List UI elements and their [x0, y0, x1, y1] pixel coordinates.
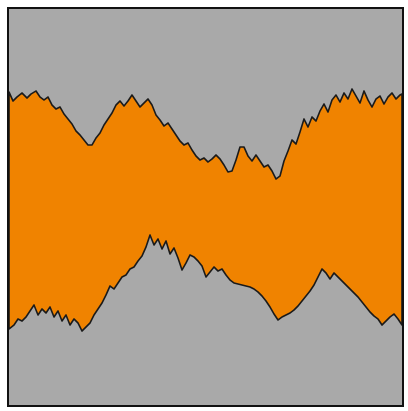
waveform-envelope-icon [9, 9, 402, 405]
waveform-panel [7, 7, 404, 407]
